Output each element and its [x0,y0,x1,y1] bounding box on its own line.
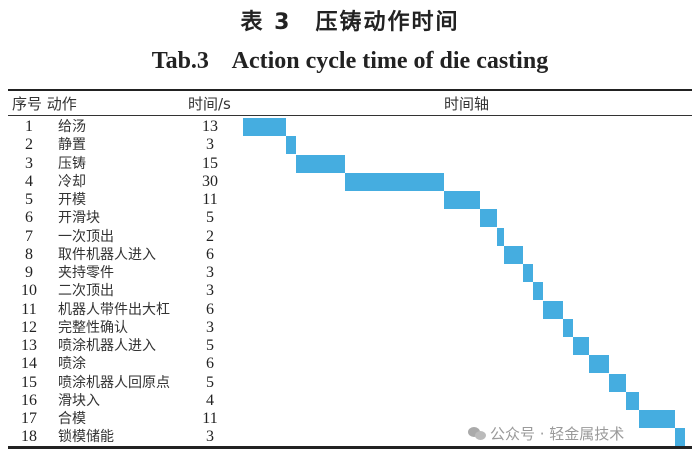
gantt-bar [523,264,534,282]
row-number: 4 [25,172,33,190]
row-action: 压铸 [58,155,86,172]
gantt-bar [589,355,610,374]
gantt-bar [572,337,590,355]
row-action: 一次顶出 [58,228,114,245]
row-action: 静置 [58,137,86,154]
row-number: 1 [25,118,33,135]
row-action: 喷涂 [58,356,86,373]
gantt-bar [543,300,563,319]
row-number: 11 [21,300,37,318]
gantt-bar [243,118,286,136]
row-action: 合模 [58,411,86,427]
row-number: 12 [21,318,37,336]
gantt-bar [675,428,685,447]
row-number: 5 [25,191,33,208]
row-time: 5 [206,209,214,227]
row-number: 7 [25,227,33,245]
gantt-bar [444,191,481,209]
row-time: 2 [206,227,214,245]
row-time: 5 [206,373,214,391]
row-number: 14 [21,355,37,373]
wechat-icon [468,427,486,441]
row-number: 8 [25,245,33,263]
watermark-text: 公众号 · 轻金属技术 [490,425,625,443]
row-action: 开滑块 [58,210,100,227]
row-time: 3 [206,264,214,281]
row-time: 3 [206,136,214,154]
row-action: 完整性确认 [58,319,128,336]
header-timeline: 时间轴 [444,95,490,113]
row-number: 3 [25,154,33,172]
row-action: 喷涂机器人回原点 [58,374,170,391]
gantt-bar [625,391,639,410]
row-action: 夹持零件 [58,265,114,281]
gantt-bar [562,318,573,337]
bottom-rule [8,446,692,449]
row-time: 3 [206,282,214,300]
row-number: 15 [21,373,37,391]
row-action: 给汤 [58,119,86,135]
row-time: 15 [202,154,218,172]
row-action: 取件机器人进入 [58,246,156,263]
row-action: 冷却 [58,173,86,190]
row-number: 17 [21,410,37,427]
table-title-cn: 表 3 压铸动作时间 [240,10,460,35]
gantt-bar [480,209,497,228]
row-time: 3 [206,318,214,336]
row-action: 喷涂机器人进入 [58,338,156,354]
row-action: 机器人带件出大杠 [58,301,170,318]
row-time: 11 [202,191,218,208]
gantt-bar [638,410,676,428]
row-time: 4 [206,391,214,409]
row-time: 5 [206,337,214,354]
row-time: 6 [206,300,214,318]
row-time: 6 [206,355,214,373]
header-rule [8,115,692,116]
header-no-action: 序号 动作 [12,95,77,113]
row-action: 锁模储能 [58,429,114,446]
gantt-bar [295,154,346,173]
watermark: 公众号 · 轻金属技术 [468,423,624,444]
row-action: 开模 [58,192,86,208]
gantt-bar [345,172,445,191]
row-number: 9 [25,264,33,281]
row-number: 13 [21,337,37,354]
row-time: 13 [202,118,218,135]
gantt-bar [285,136,296,155]
row-action: 滑块入 [58,392,100,409]
row-time: 30 [202,172,218,190]
table-title-en: Tab.3 Action cycle time of die casting [151,48,549,74]
row-number: 2 [25,136,33,154]
row-number: 16 [21,391,37,409]
row-number: 6 [25,209,33,227]
row-action: 二次顶出 [58,283,114,300]
row-time: 11 [202,410,218,427]
row-time: 6 [206,245,214,263]
gantt-bar [503,245,524,264]
row-number: 18 [21,428,37,446]
header-time: 时间/s [188,95,231,113]
row-number: 10 [21,282,37,300]
top-rule [8,89,692,91]
gantt-bar [496,227,504,246]
gantt-bar [609,373,626,392]
row-time: 3 [206,428,214,446]
gantt-bar [533,282,544,301]
